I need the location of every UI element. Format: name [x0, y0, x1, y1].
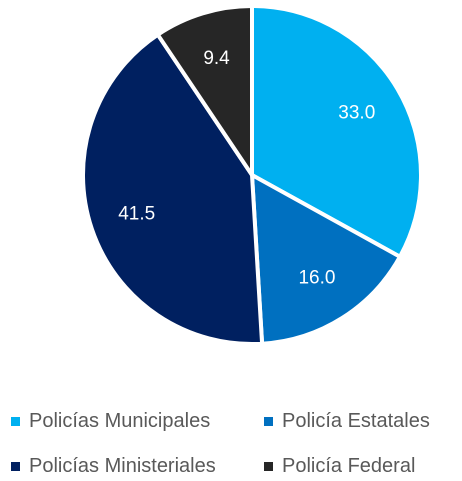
pie-slice-policias-municipales	[250, 4, 423, 259]
legend-item-policias-ministeriales: Policías Ministeriales	[11, 455, 216, 478]
legend-label: Policía Federal	[282, 455, 416, 477]
legend-label: Policías Ministeriales	[29, 455, 216, 477]
legend-item-policia-federal: Policía Federal	[264, 455, 415, 478]
pie-slice-policias-ministeriales	[81, 32, 265, 346]
legend-item-policia-estatales: Policía Estatales	[264, 410, 430, 433]
data-label-policias-municipales: 33.0	[338, 103, 375, 124]
pie-slice-policia-estatales	[250, 173, 402, 346]
legend-swatch	[264, 417, 273, 426]
data-label-policia-estatales: 16.0	[298, 267, 335, 288]
legend-swatch	[264, 462, 273, 471]
legend-item-policias-municipales: Policías Municipales	[11, 410, 210, 433]
pie-chart-plot: 33.0 16.0 41.5 9.4	[81, 4, 423, 346]
data-label-policia-federal: 9.4	[203, 48, 230, 69]
legend-swatch	[11, 462, 20, 471]
pie-slice-policia-federal	[155, 4, 254, 177]
data-label-policias-ministeriales: 41.5	[118, 203, 155, 224]
legend-label: Policías Municipales	[29, 410, 211, 432]
legend-label: Policía Estatales	[282, 410, 430, 432]
legend-swatch	[11, 417, 20, 426]
